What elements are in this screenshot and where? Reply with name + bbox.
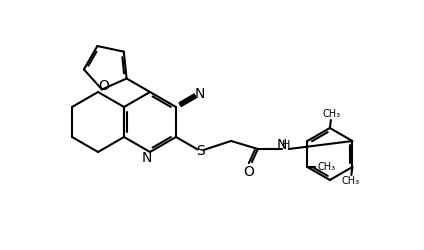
Text: CH₃: CH₃ (323, 109, 341, 119)
Text: H: H (282, 140, 290, 150)
Text: N: N (277, 138, 287, 152)
Text: CH₃: CH₃ (317, 162, 335, 172)
Text: N: N (142, 151, 152, 165)
Text: S: S (196, 144, 205, 158)
Text: O: O (98, 80, 109, 94)
Text: O: O (243, 165, 254, 179)
Text: N: N (194, 86, 204, 101)
Text: CH₃: CH₃ (341, 176, 360, 186)
